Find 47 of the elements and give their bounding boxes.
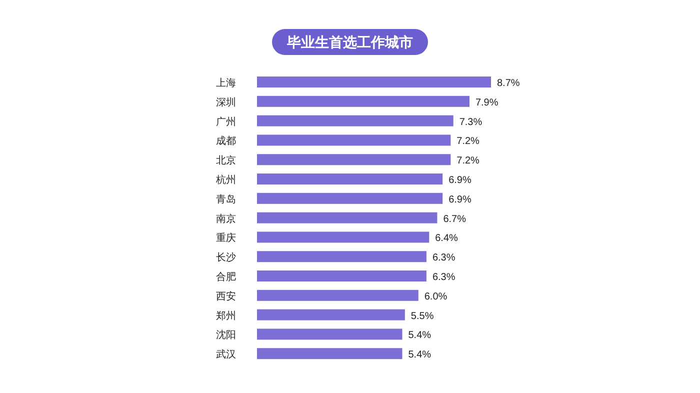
bar bbox=[257, 251, 426, 262]
data-label: 6.3% bbox=[432, 272, 456, 283]
bar bbox=[257, 154, 451, 166]
data-label: 5.4% bbox=[408, 350, 432, 361]
y-tick-label: 南京 bbox=[216, 212, 236, 225]
data-label: 8.7% bbox=[497, 78, 520, 89]
data-label: 6.4% bbox=[435, 233, 458, 244]
y-tick-label: 成都 bbox=[216, 135, 236, 148]
y-tick-label: 深圳 bbox=[216, 96, 236, 108]
bar bbox=[257, 115, 454, 126]
data-label: 5.5% bbox=[410, 310, 434, 322]
data-label: 6.9% bbox=[448, 194, 472, 206]
data-label: 6.3% bbox=[432, 252, 456, 264]
y-tick-label: 杭州 bbox=[215, 174, 236, 186]
y-tick-label: 西安 bbox=[216, 290, 236, 302]
bar bbox=[257, 328, 402, 340]
data-label: 6.7% bbox=[443, 214, 466, 225]
bar bbox=[257, 212, 438, 224]
chart-title: 毕业生首选工作城市 bbox=[286, 34, 413, 50]
bar bbox=[257, 76, 491, 88]
y-tick-label: 郑州 bbox=[216, 310, 236, 322]
data-label: 6.0% bbox=[424, 291, 448, 302]
bar bbox=[257, 309, 405, 320]
data-label: 7.9% bbox=[475, 97, 498, 108]
y-tick-label: 武汉 bbox=[216, 348, 236, 361]
title: 毕业生首选工作城市 bbox=[272, 29, 428, 55]
bar bbox=[257, 290, 418, 301]
bar bbox=[257, 232, 430, 243]
bar bbox=[257, 270, 426, 282]
data-label: 5.4% bbox=[408, 330, 432, 342]
data-label: 6.9% bbox=[448, 175, 472, 186]
y-tick-label: 沈阳 bbox=[216, 329, 236, 342]
data-label: 7.3% bbox=[459, 116, 482, 128]
y-tick-label: 重庆 bbox=[216, 232, 236, 244]
bar bbox=[257, 134, 451, 146]
y-tick-label: 青岛 bbox=[216, 193, 236, 206]
y-tick-label: 北京 bbox=[216, 154, 236, 167]
bar bbox=[257, 348, 402, 360]
y-tick-label: 长沙 bbox=[216, 252, 236, 264]
y-tick-label: 合肥 bbox=[216, 271, 236, 283]
y-tick-label: 广州 bbox=[216, 116, 236, 128]
bar bbox=[257, 96, 470, 107]
y-tick-label: 上海 bbox=[216, 77, 236, 89]
data-label: 7.2% bbox=[456, 156, 480, 167]
data-label: 7.2% bbox=[456, 136, 480, 148]
bar bbox=[257, 174, 443, 184]
bar bbox=[257, 192, 443, 204]
